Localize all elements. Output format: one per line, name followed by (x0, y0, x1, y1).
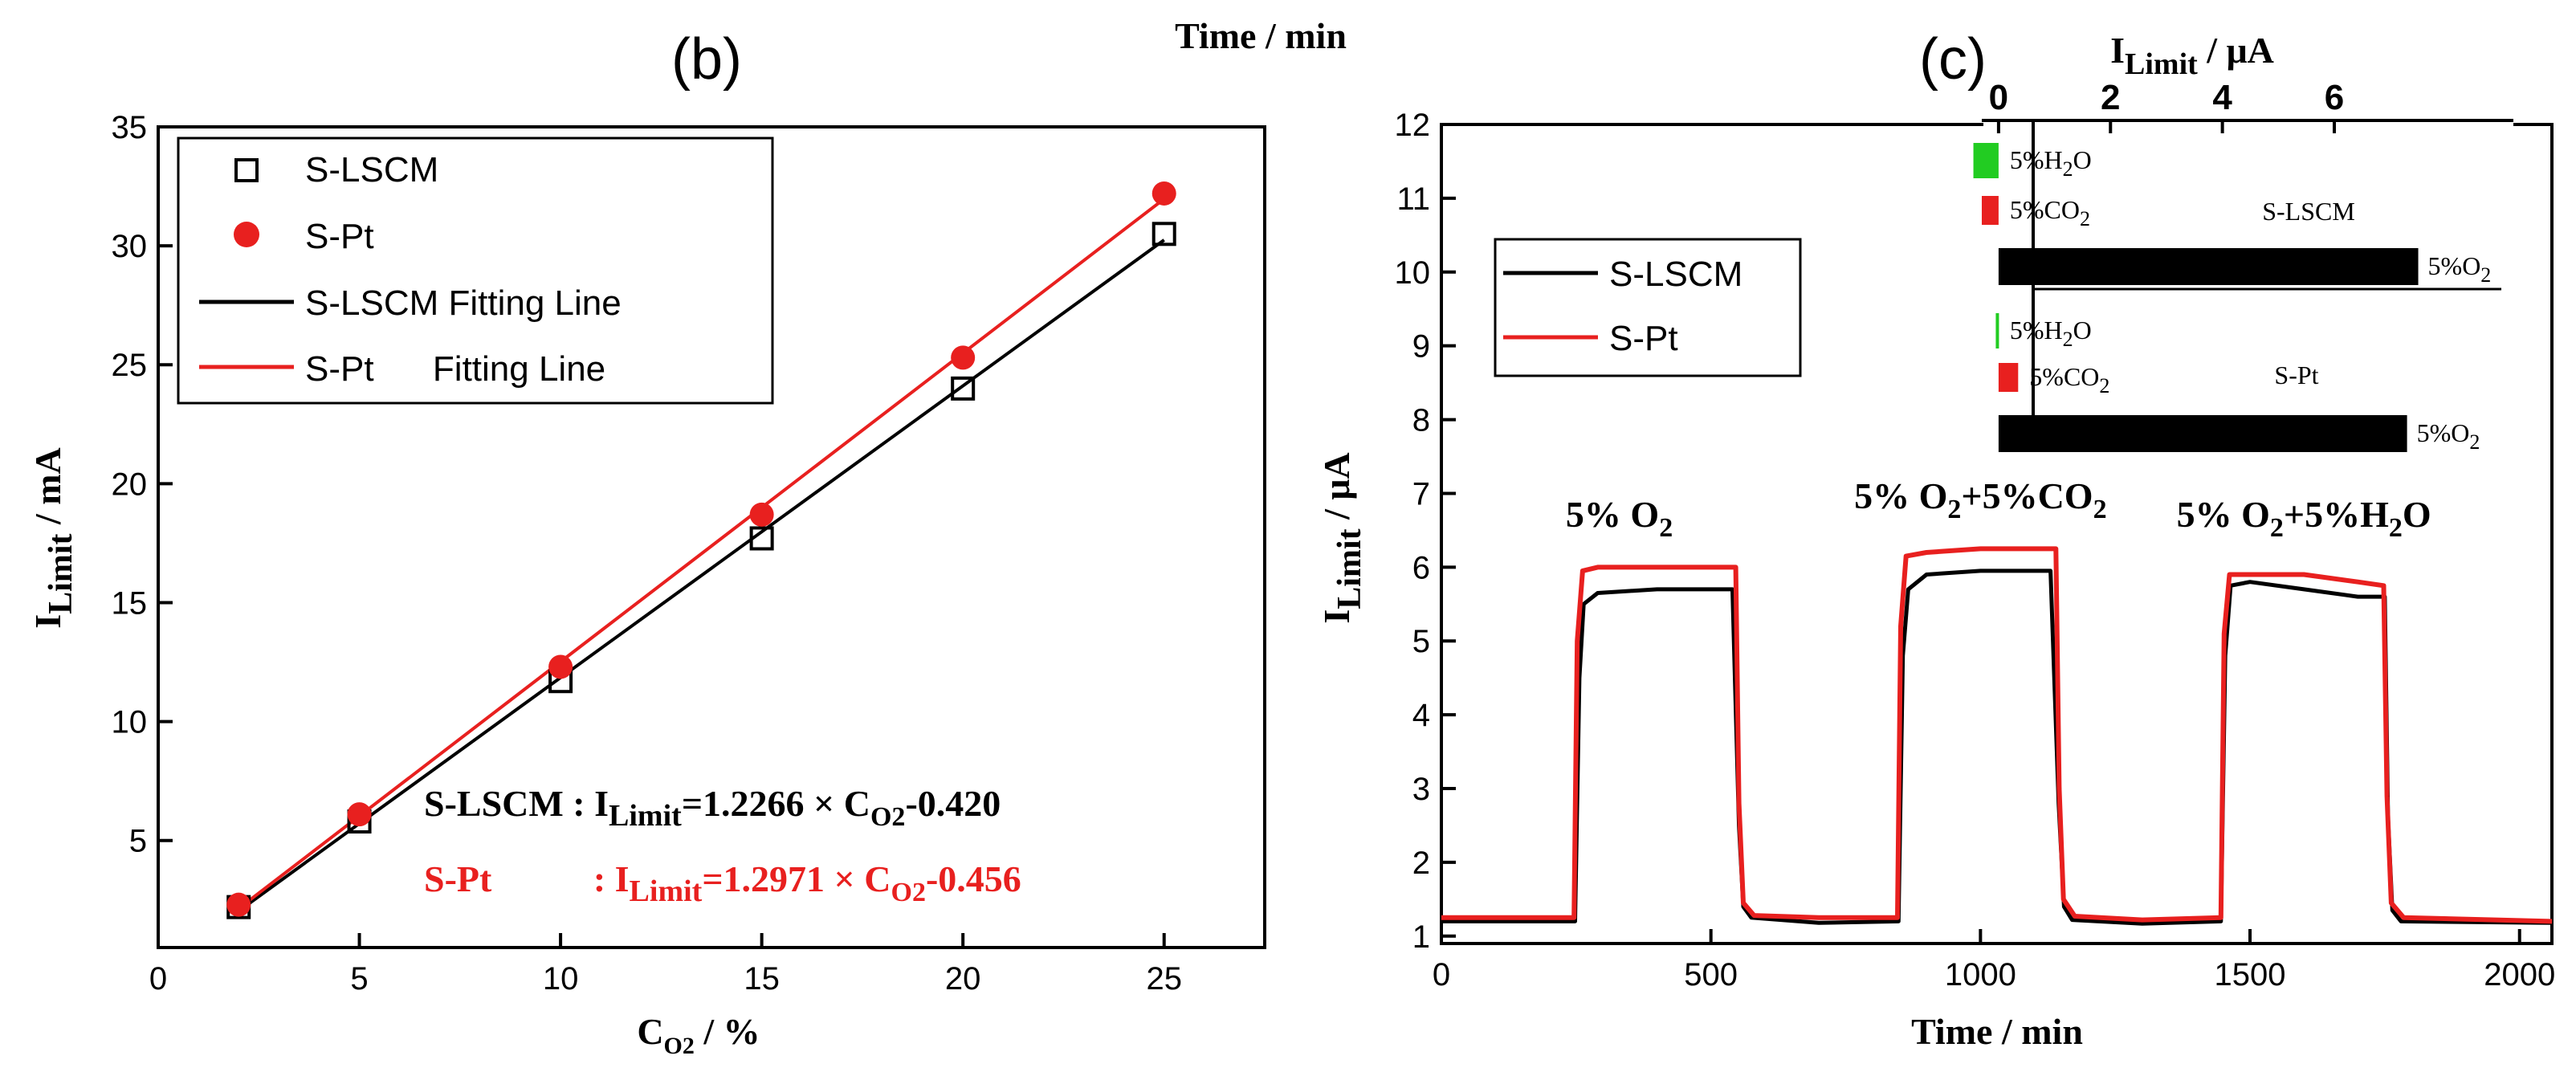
inset-group-label: S-Pt (2274, 361, 2318, 389)
inset-group-label: S-LSCM (2262, 197, 2355, 226)
data-point-s-pt (548, 654, 573, 679)
legend-entry-pt-fit: S-Pt Fitting Line (305, 349, 605, 389)
y-tick-label: 5 (1412, 624, 1430, 659)
legend-square-marker (234, 158, 259, 182)
y-tick-label: 1 (1412, 919, 1430, 955)
inset-bar-label: 5%CO2 (2010, 195, 2090, 230)
x-tick-label: 15 (744, 961, 780, 997)
y-tick-label: 12 (1395, 108, 1431, 143)
data-point-s-lscm (951, 376, 976, 401)
panel-b-plot-frame (157, 125, 1266, 949)
inset-tick-label: 2 (2101, 78, 2120, 117)
inset-bar (1982, 196, 1999, 225)
panel-c-legend: S-LSCM S-Pt (1494, 238, 1802, 377)
legend-c-entry-s-lscm: S-LSCM (1609, 255, 1742, 294)
equation-s-pt: S-Pt : ILimit=1.2971 × CO2-0.456 (424, 858, 1021, 908)
data-point-s-pt (749, 502, 774, 527)
panel-c-label: (c) (1919, 27, 1987, 92)
panel-b-markers (226, 181, 1176, 919)
panel-b-label: (b) (671, 27, 742, 92)
legend-entry-s-lscm: S-LSCM (305, 150, 438, 190)
top-time-label: Time / min (1175, 15, 1347, 56)
x-tick-label: 500 (1684, 957, 1738, 992)
inset-bar (1998, 363, 2019, 392)
y-tick-label: 8 (1412, 403, 1430, 438)
y-tick-label: 20 (112, 467, 148, 502)
y-tick-label: 25 (112, 348, 148, 383)
x-tick-label: 0 (149, 961, 167, 997)
line-s-lscm (1441, 569, 2553, 926)
x-tick-label: 2000 (2484, 957, 2555, 992)
y-tick-label: 6 (1412, 550, 1430, 585)
panel-b-y-axis-label: ILimit / mA (27, 447, 79, 629)
y-tick-label: 10 (1395, 255, 1431, 291)
panel-b-fit-lines (238, 198, 1165, 913)
y-tick-label: 35 (112, 110, 148, 145)
panel-c-y-axis-label: ILimit / μA (1316, 452, 1368, 623)
inset-bar-label: 5%H2O (2010, 316, 2092, 351)
equation-s-lscm: S-LSCM : ILimit=1.2266 × CO2-0.420 (424, 783, 1001, 833)
y-tick-label: 7 (1412, 476, 1430, 512)
x-tick-label: 25 (1146, 961, 1182, 997)
inset-tick-label: 0 (1989, 78, 2008, 117)
x-tick-label: 1500 (2215, 957, 2286, 992)
fit-line-s-lscm (238, 238, 1165, 913)
inset-bar (1998, 415, 2407, 452)
x-tick-label: 20 (945, 961, 981, 997)
legend-c-entry-s-pt: S-Pt (1609, 319, 1678, 358)
legend-circle-marker (234, 222, 259, 247)
x-tick-label: 10 (543, 961, 579, 997)
x-tick-label: 0 (1433, 957, 1450, 992)
annotation-gas-1: 5% O2+5%CO2 (1854, 475, 2107, 524)
panel-b-x-axis-label: CO2 / % (637, 1011, 760, 1059)
panel-c-lines (1441, 546, 2553, 926)
y-tick-label: 11 (1396, 181, 1430, 217)
inset-bar-label: 5%O2 (2428, 251, 2492, 287)
y-tick-label: 3 (1412, 772, 1430, 807)
data-point-s-pt (226, 892, 251, 917)
inset-bar-label: 5%CO2 (2029, 362, 2109, 397)
y-tick-label: 5 (129, 824, 147, 859)
annotation-gas-0: 5% O2 (1566, 494, 1673, 543)
inset-ticks: 0 2 4 6 (1989, 78, 2344, 133)
panel-c-annotations: 5% O2 5% O2+5%CO2 5% O2+5%H2O (1566, 475, 2431, 543)
inset-bar-label: 5%H2O (2010, 145, 2092, 181)
y-tick-label: 10 (112, 705, 148, 740)
legend-entry-s-pt: S-Pt (305, 217, 374, 256)
y-tick-label: 9 (1412, 329, 1430, 365)
panel-c-legend-box (1494, 238, 1802, 377)
panel-c-x-axis-label: Time / min (1911, 1011, 2083, 1052)
legend-entry-lscm-fit: S-LSCM Fitting Line (305, 283, 622, 323)
inset-axis-label: ILimit / μA (2110, 30, 2274, 81)
x-tick-label: 5 (350, 961, 368, 997)
y-tick-label: 4 (1412, 698, 1430, 733)
panel-b-chart: (b) 0 5 10 15 20 25 5 10 15 20 25 30 35 CO2 / % ILim… (27, 27, 1266, 1059)
inset-tick-label: 6 (2325, 78, 2344, 117)
panel-b-legend: S-LSCM S-Pt S-LSCM Fitting Line S-Pt Fit… (177, 137, 774, 405)
data-point-s-pt (951, 345, 976, 370)
x-tick-label: 1000 (1945, 957, 2016, 992)
inset-bar (1998, 248, 2419, 285)
inset-tick-label: 4 (2212, 78, 2232, 117)
inset-bar-label: 5%O2 (2417, 418, 2480, 454)
panel-b-legend-box (177, 137, 774, 405)
inset-bars: 5%H2O 5%CO2 5%O2 S-LSCM 5%H2O 5%CO2 5%O2 S-Pt (1973, 143, 2492, 454)
line-s-pt (1441, 546, 2553, 924)
data-point-s-lscm (1151, 222, 1176, 247)
inset-bar (1995, 313, 1999, 348)
inset-bar (1973, 143, 1999, 178)
data-point-s-lscm (749, 526, 774, 551)
y-tick-label: 15 (112, 585, 148, 621)
data-point-s-pt (1151, 181, 1176, 206)
panel-c-inset: 0 2 4 6 5%H2O 5%CO2 5%O2 S-LSCM 5%H2O 5%CO2 5%O2 S… (1973, 30, 2513, 454)
data-point-s-pt (347, 802, 372, 827)
y-tick-label: 2 (1412, 846, 1430, 881)
y-tick-label: 30 (112, 229, 148, 264)
panel-b-ticks: 0 5 10 15 20 25 5 10 15 20 25 30 35 (112, 110, 1182, 997)
fit-line-s-pt (238, 198, 1165, 911)
annotation-gas-2: 5% O2+5%H2O (2177, 494, 2431, 543)
